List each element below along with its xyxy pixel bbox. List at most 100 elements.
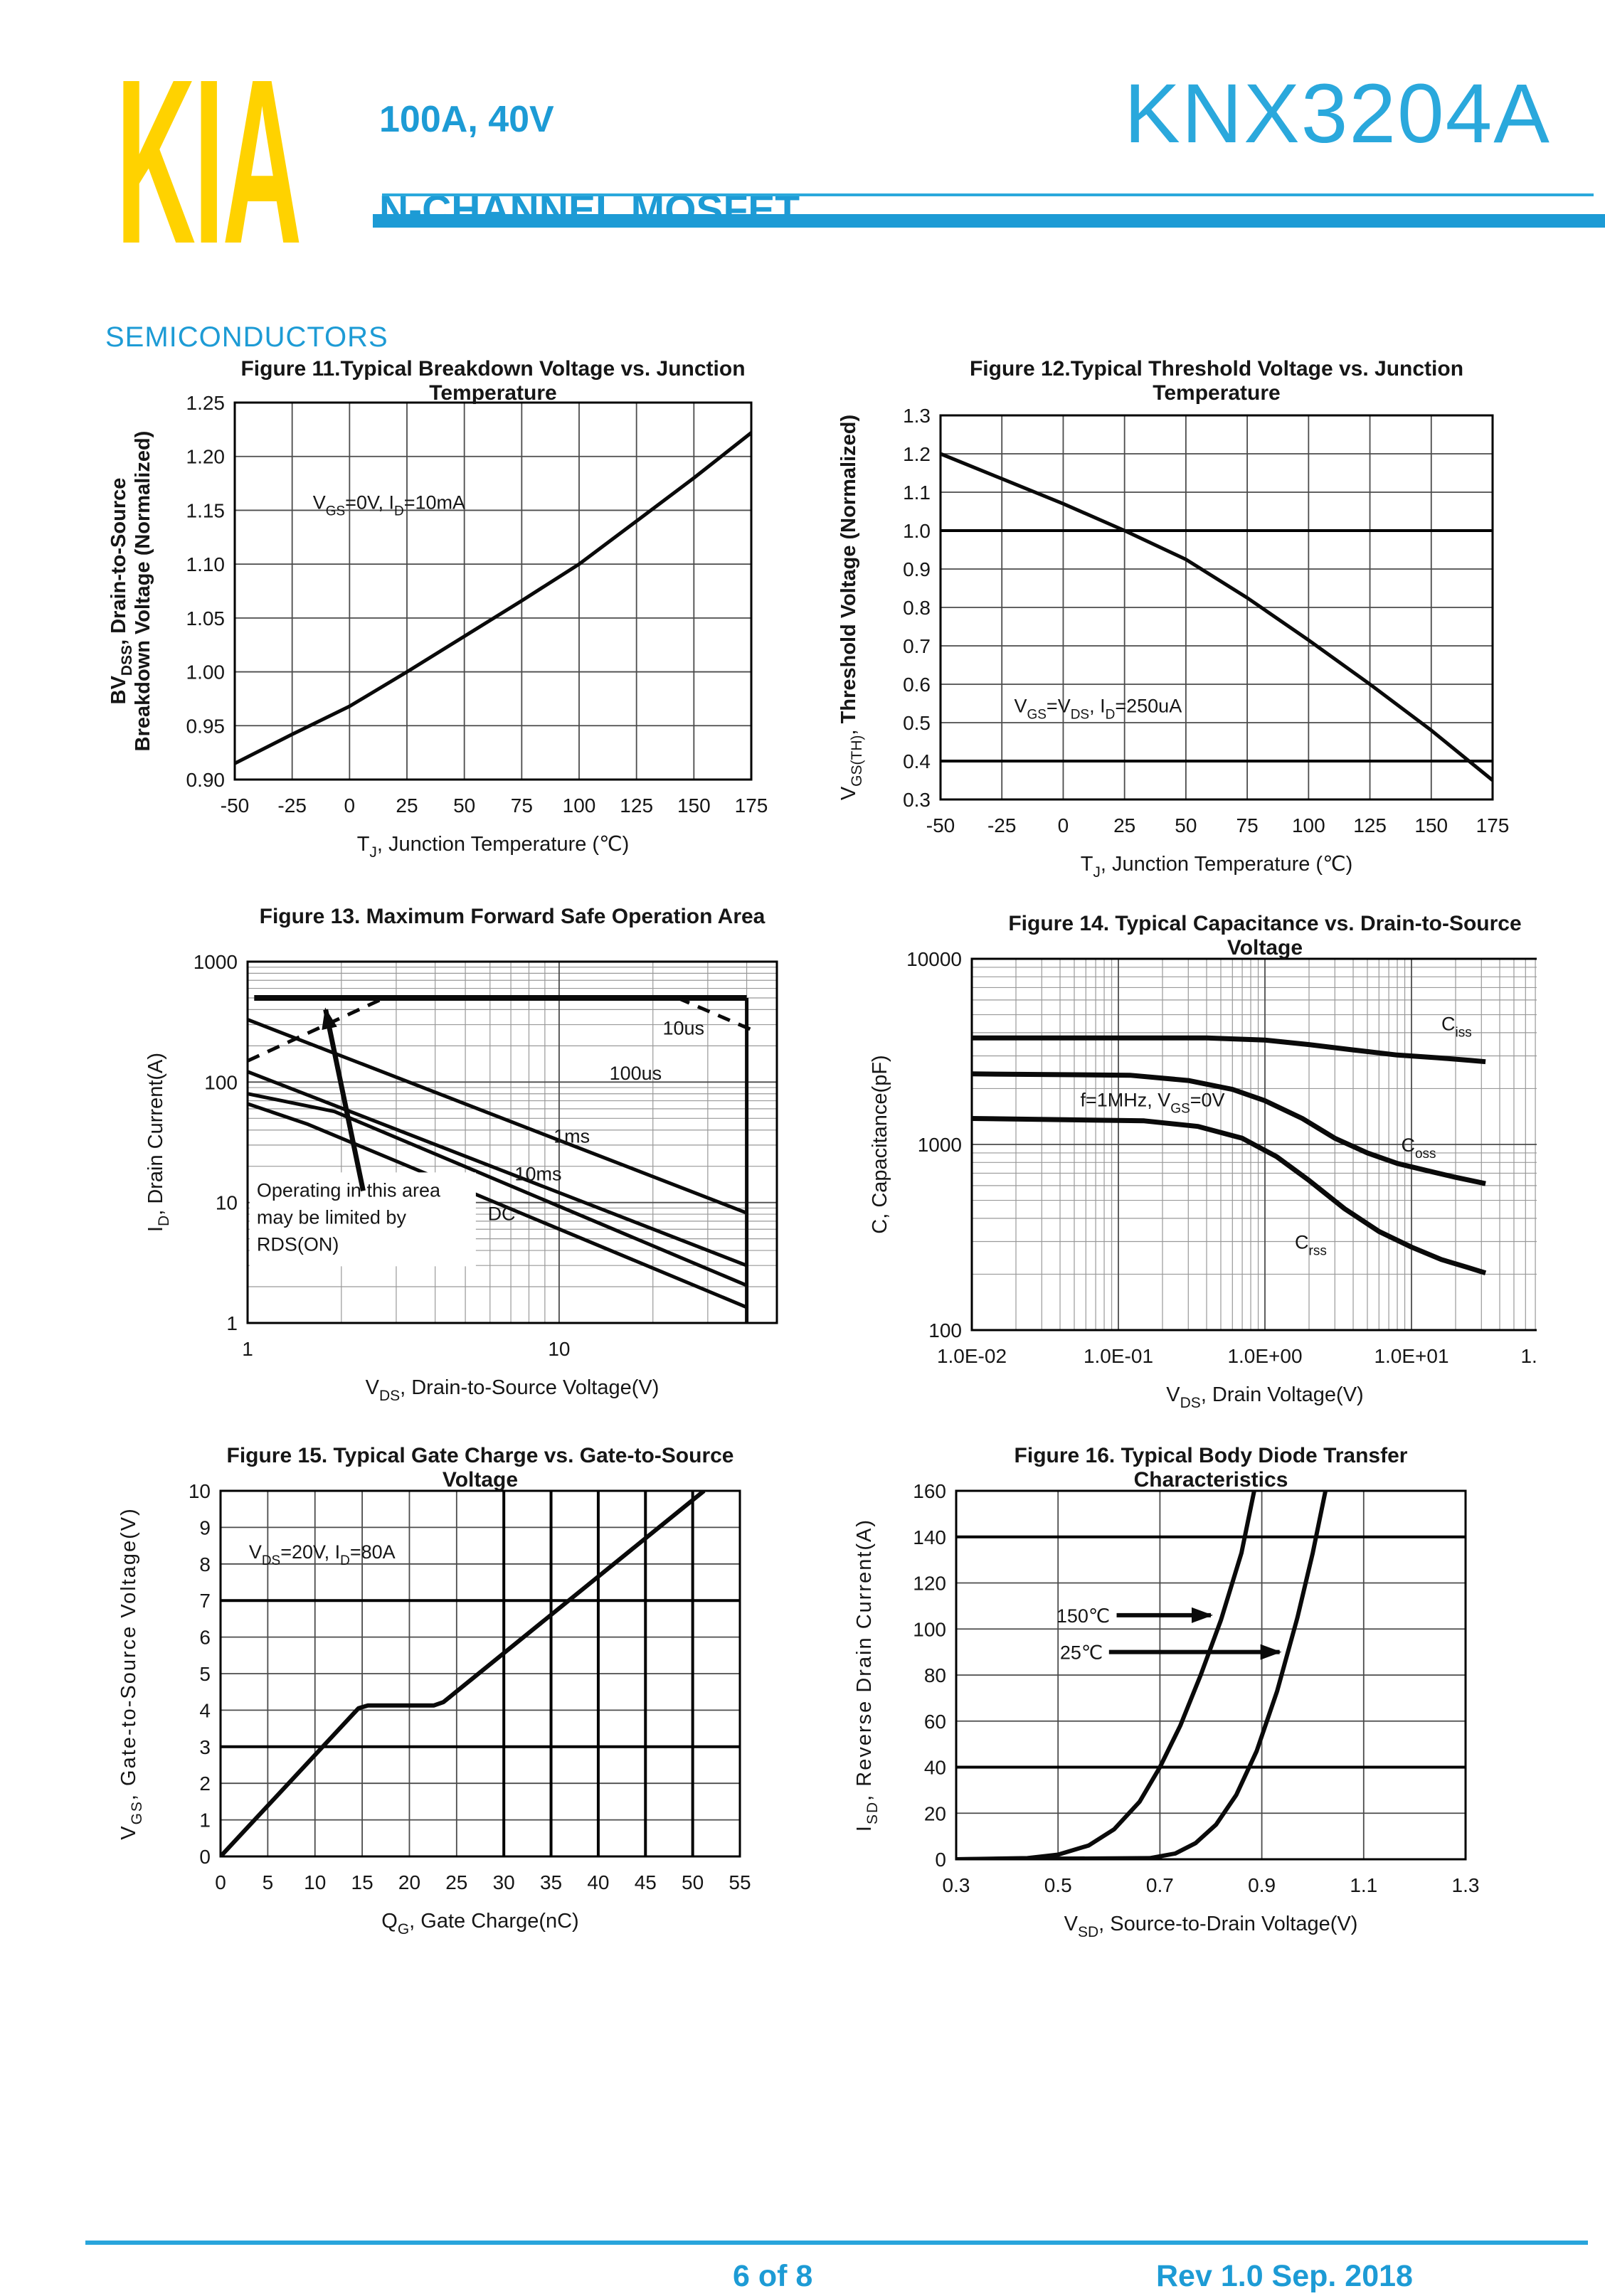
svg-text:10: 10 (216, 1192, 238, 1214)
svg-text:BVDSS, Drain-to-Source: BVDSS, Drain-to-Source (107, 478, 135, 705)
svg-text:1.25: 1.25 (186, 392, 226, 414)
svg-text:TJ, Junction Temperature (℃): TJ, Junction Temperature (℃) (1081, 853, 1353, 881)
svg-text:75: 75 (511, 794, 533, 817)
svg-text:Coss: Coss (1401, 1134, 1436, 1162)
figure-13-safe-operation-area-chart: 1 10 1 10 100 1000 VDS, Drain-to-Source Voltag… (92, 895, 811, 1453)
svg-text:Figure 16. Typical Body Diode: Figure 16. Typical Body Diode Transfer (1015, 1444, 1408, 1467)
svg-text:1: 1 (226, 1312, 238, 1334)
svg-text:20: 20 (924, 1802, 946, 1824)
svg-text:Figure 11.Typical Breakdown Vo: Figure 11.Typical Breakdown Voltage vs. … (240, 357, 745, 381)
svg-text:f=1MHz, VGS=0V: f=1MHz, VGS=0V (1081, 1090, 1225, 1117)
svg-text:Figure 13. Maximum Forward Saf: Figure 13. Maximum Forward Safe Operatio… (260, 905, 766, 928)
svg-text:Operating in this area: Operating in this area (257, 1179, 441, 1201)
header-rule-thick (373, 214, 1605, 228)
svg-text:10: 10 (548, 1338, 570, 1360)
svg-text:1.10: 1.10 (186, 553, 226, 575)
svg-text:40: 40 (924, 1757, 946, 1779)
svg-text:1: 1 (242, 1338, 253, 1360)
figure-12-threshold-voltage-chart: -50 -25 0 25 50 75 100 125 150 175 0.3 0.4 0.5 0.6 0.7… (818, 340, 1537, 898)
svg-text:35: 35 (540, 1871, 562, 1893)
svg-text:Ciss: Ciss (1441, 1014, 1472, 1041)
svg-text:160: 160 (913, 1480, 946, 1502)
svg-text:100: 100 (913, 1618, 946, 1640)
svg-text:1.3: 1.3 (903, 405, 931, 427)
svg-text:50: 50 (453, 794, 475, 817)
svg-text:Voltage: Voltage (443, 1468, 518, 1492)
page-number: 6 of 8 (733, 2259, 813, 2293)
svg-text:1.0: 1.0 (903, 520, 931, 542)
svg-text:0: 0 (1058, 814, 1069, 836)
svg-text:25: 25 (396, 794, 418, 817)
svg-text:1: 1 (199, 1809, 211, 1832)
svg-text:C, Capacitance(pF): C, Capacitance(pF) (869, 1055, 891, 1233)
svg-text:0.4: 0.4 (903, 750, 931, 772)
svg-text:80: 80 (924, 1664, 946, 1686)
svg-text:1.20: 1.20 (186, 446, 226, 468)
svg-text:100: 100 (204, 1071, 238, 1093)
svg-text:150℃: 150℃ (1056, 1605, 1110, 1627)
svg-text:0: 0 (199, 1846, 211, 1868)
svg-text:7: 7 (199, 1590, 211, 1612)
svg-text:VDS=20V, ID=80A: VDS=20V, ID=80A (249, 1541, 396, 1568)
footer-rule (85, 2241, 1588, 2245)
svg-text:100: 100 (563, 794, 596, 817)
svg-text:0: 0 (344, 794, 356, 817)
svg-text:0: 0 (215, 1871, 226, 1893)
figure-16-body-diode-chart: 0.3 0.5 0.7 0.9 1.1 1.3 0 20 40 60 80 100 120 140 160 V… (818, 1427, 1537, 1985)
svg-text:3: 3 (199, 1736, 211, 1758)
svg-text:1.0E-02: 1.0E-02 (937, 1345, 1007, 1367)
svg-text:25℃: 25℃ (1060, 1642, 1103, 1664)
svg-text:1.0E-01: 1.0E-01 (1084, 1345, 1153, 1367)
svg-text:0.95: 0.95 (186, 715, 226, 737)
svg-text:-50: -50 (221, 794, 249, 817)
svg-text:1.1: 1.1 (1350, 1874, 1377, 1896)
svg-text:Breakdown Voltage (Normalized): Breakdown Voltage (Normalized) (132, 431, 154, 752)
svg-text:VGS=VDS, ID=250uA: VGS=VDS, ID=250uA (1014, 696, 1182, 723)
svg-text:45: 45 (635, 1871, 657, 1893)
svg-text:10ms: 10ms (514, 1164, 561, 1185)
svg-text:1.1: 1.1 (903, 482, 931, 504)
svg-text:VSD, Source-to-Drain Voltage(V: VSD, Source-to-Drain Voltage(V) (1064, 1913, 1358, 1940)
svg-text:175: 175 (1476, 814, 1510, 836)
svg-text:100: 100 (1292, 814, 1325, 836)
svg-text:RDS(ON): RDS(ON) (257, 1233, 339, 1255)
svg-text:140: 140 (913, 1526, 946, 1548)
svg-text:4: 4 (199, 1699, 211, 1721)
svg-text:2: 2 (199, 1773, 211, 1795)
svg-text:0.9: 0.9 (1248, 1874, 1276, 1896)
svg-text:0.90: 0.90 (186, 769, 226, 791)
svg-text:25: 25 (1113, 814, 1135, 836)
svg-text:VDS, Drain-to-Source Voltage(V: VDS, Drain-to-Source Voltage(V) (366, 1376, 660, 1404)
svg-text:150: 150 (1414, 814, 1448, 836)
svg-text:VGS, Gate-to-Source Voltage(V: VGS, Gate-to-Source Voltage(V) (117, 1507, 145, 1840)
svg-text:Figure 14. Typical Capacitanc: Figure 14. Typical Capacitance vs. Drain… (1008, 912, 1521, 935)
svg-text:50: 50 (1175, 814, 1197, 836)
svg-text:1.3: 1.3 (1452, 1874, 1480, 1896)
svg-text:Voltage: Voltage (1227, 936, 1303, 960)
svg-text:-25: -25 (277, 794, 306, 817)
svg-text:VGS=0V, ID=10mA: VGS=0V, ID=10mA (313, 491, 465, 519)
svg-text:VDS, Drain Voltage(V): VDS, Drain Voltage(V) (1166, 1383, 1363, 1411)
svg-text:-25: -25 (987, 814, 1016, 836)
svg-text:75: 75 (1236, 814, 1259, 836)
svg-text:20: 20 (398, 1871, 420, 1893)
svg-text:Temperature: Temperature (1153, 381, 1281, 405)
svg-text:0: 0 (935, 1849, 946, 1871)
svg-text:may be limited by: may be limited by (257, 1206, 407, 1228)
svg-text:10000: 10000 (906, 948, 962, 970)
svg-text:120: 120 (913, 1573, 946, 1595)
svg-text:125: 125 (1353, 814, 1387, 836)
svg-text:30: 30 (493, 1871, 515, 1893)
svg-text:0.6: 0.6 (903, 674, 931, 696)
svg-text:Characteristics: Characteristics (1134, 1468, 1288, 1492)
svg-text:0.7: 0.7 (903, 635, 931, 657)
figure-14-capacitance-chart: 1.0E-02 1.0E-01 1.0E+00 1.0E+01 1.0E+02 100 10… (818, 895, 1596, 1453)
svg-text:Figure 15. Typical Gate Charg: Figure 15. Typical Gate Charge vs. Gate-… (227, 1444, 734, 1467)
svg-text:1000: 1000 (194, 951, 238, 973)
svg-text:9: 9 (199, 1516, 211, 1538)
device-rating: 100A, 40V (379, 99, 554, 140)
svg-text:1.05: 1.05 (186, 607, 226, 629)
svg-text:100us: 100us (610, 1063, 662, 1084)
header-rule-thin (382, 193, 1594, 196)
svg-text:100: 100 (928, 1319, 962, 1341)
